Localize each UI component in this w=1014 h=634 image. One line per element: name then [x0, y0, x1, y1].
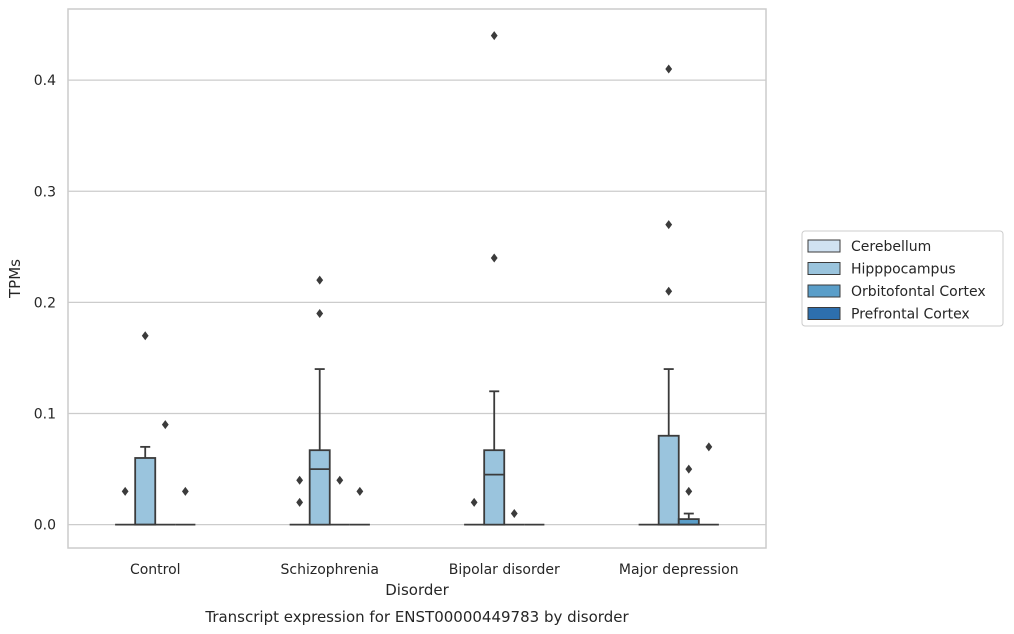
box-orbitofontal-cortex-0 [155, 420, 176, 526]
outlier-point [490, 253, 498, 263]
legend-swatch [807, 307, 841, 320]
outlier-point [161, 420, 169, 430]
outlier-point [705, 442, 713, 452]
outlier-point [665, 286, 673, 296]
legend-label: Cerebellum [851, 239, 931, 255]
outlier-point [336, 475, 344, 485]
y-axis-title: TPMs [6, 259, 24, 299]
outlier-point [356, 486, 364, 496]
outlier-point [665, 220, 673, 230]
legend-label: Hipppocampus [851, 262, 956, 278]
outlier-point [141, 331, 149, 341]
x-axis-ticks: Control Schizophrenia Bipolar disorder Majo… [130, 562, 739, 578]
outlier-point [316, 275, 324, 285]
outlier-point [685, 464, 693, 474]
legend-swatch [807, 262, 841, 275]
box-plot-series [115, 31, 719, 526]
legend-swatch [807, 239, 841, 253]
x-tick-label: Schizophrenia [281, 562, 379, 578]
box-body [483, 449, 506, 526]
x-axis-title: Disorder [385, 581, 449, 599]
outlier-point [181, 486, 189, 496]
y-tick-label: 0.1 [34, 407, 56, 423]
box-body [308, 449, 331, 526]
box-body [657, 434, 680, 526]
legend-label: Prefrontal Cortex [851, 307, 970, 323]
legend-swatch [807, 284, 841, 298]
legend-frame [801, 230, 1004, 327]
y-tick-label: 0.4 [34, 73, 56, 89]
y-tick-label: 0.3 [34, 184, 56, 200]
box-orbitofontal-cortex-3 [677, 464, 700, 526]
box-prefrontal-cortex-1 [349, 486, 370, 526]
outlier-point [296, 497, 304, 507]
outlier-point [510, 509, 518, 519]
box-body [134, 457, 157, 526]
box-cerebellum-1 [289, 475, 310, 526]
box-hipppocampus-3 [657, 64, 680, 526]
box-cerebellum-2 [464, 497, 485, 526]
plot-frame [67, 8, 767, 549]
outlier-point [121, 486, 129, 496]
box-hipppocampus-1 [308, 275, 331, 526]
outlier-point [296, 475, 304, 485]
x-tick-label: Major depression [619, 562, 739, 578]
box-orbitofontal-cortex-2 [504, 509, 525, 526]
box-cerebellum-0 [115, 486, 136, 526]
outlier-point [316, 309, 324, 319]
box-prefrontal-cortex-3 [698, 442, 719, 526]
legend: Cerebellum Hipppocampus Orbitofontal Corte… [801, 230, 1004, 327]
chart-caption: Transcript expression for ENST0000044978… [204, 608, 629, 626]
x-tick-label: Bipolar disorder [449, 562, 560, 578]
outlier-point [470, 497, 478, 507]
outlier-point [685, 486, 693, 496]
x-tick-label: Control [130, 562, 181, 578]
y-axis-ticks: 0.0 0.1 0.2 0.3 0.4 [34, 73, 56, 534]
box-prefrontal-cortex-0 [175, 486, 196, 526]
y-tick-label: 0.0 [34, 518, 56, 534]
legend-label: Orbitofontal Cortex [851, 284, 986, 300]
legend-items: Cerebellum Hipppocampus Orbitofontal Corte… [807, 239, 986, 323]
box-hipppocampus-0 [134, 331, 157, 526]
box-orbitofontal-cortex-1 [329, 475, 350, 526]
outlier-point [490, 31, 498, 41]
box-hipppocampus-2 [483, 31, 506, 526]
outlier-point [665, 64, 673, 74]
y-tick-label: 0.2 [34, 295, 56, 311]
